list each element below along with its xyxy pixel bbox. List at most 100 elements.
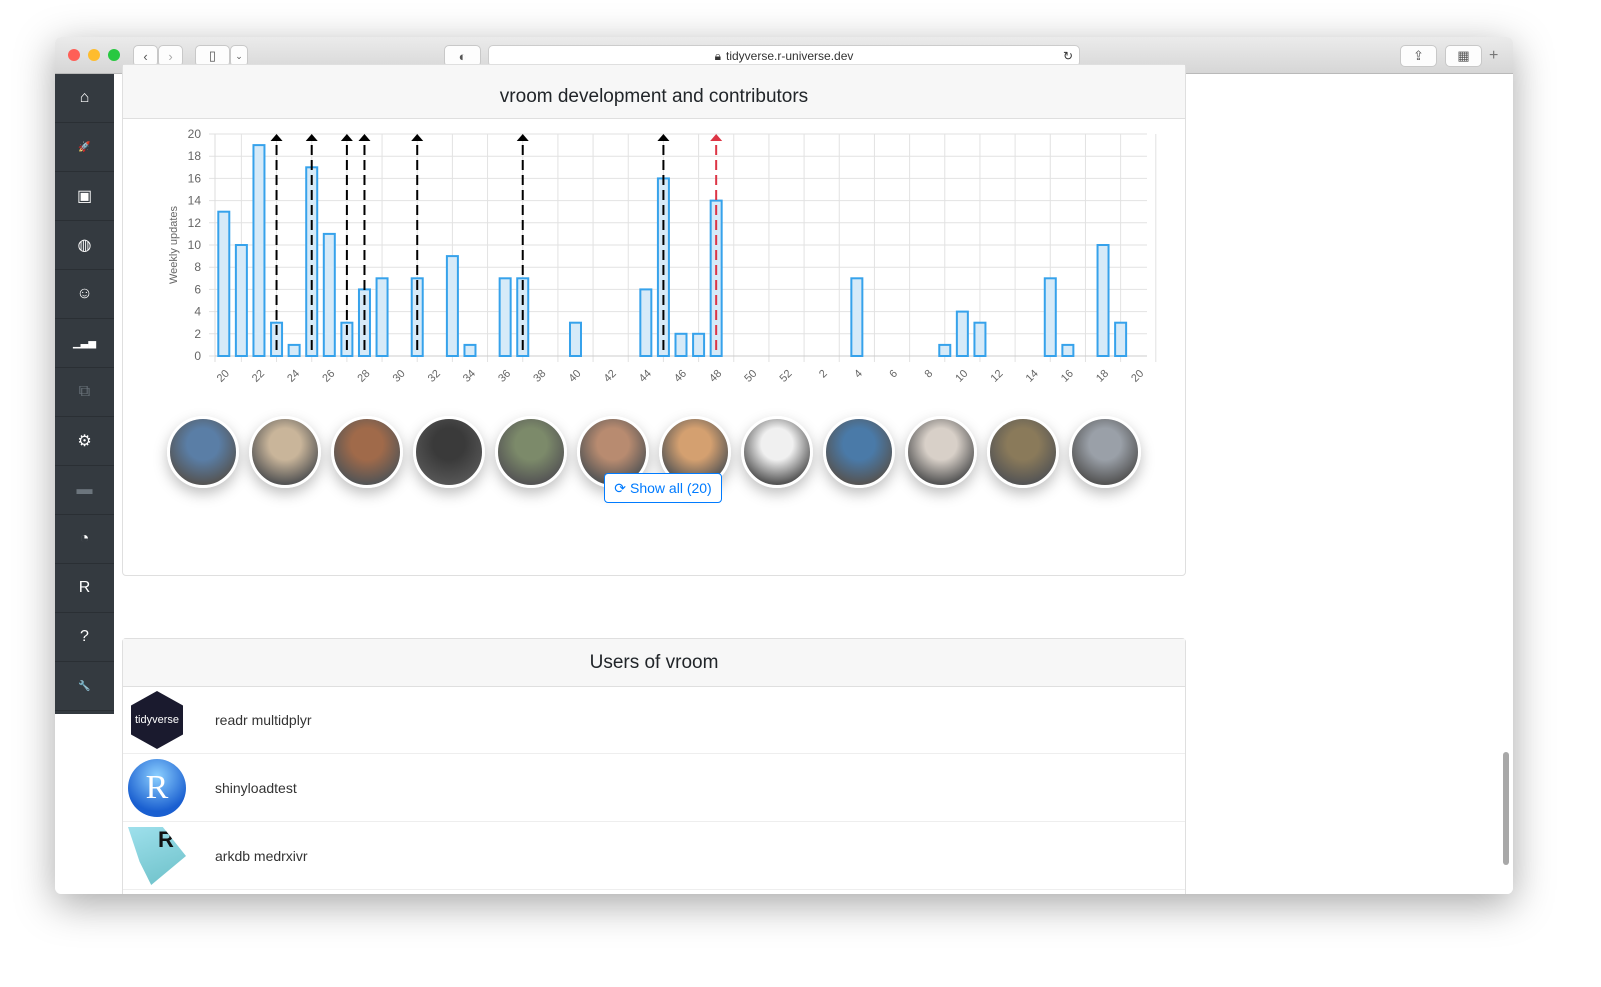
user-packages[interactable]: readr multidplyr bbox=[215, 712, 312, 728]
reload-icon[interactable]: ↻ bbox=[1062, 49, 1073, 63]
user-packages[interactable]: shinyloadtest bbox=[215, 780, 297, 796]
tab-overview-icon[interactable]: ▦ bbox=[1445, 45, 1482, 67]
address-bar[interactable]: 🔒︎ tidyverse.r-universe.dev ↻ bbox=[488, 45, 1080, 67]
contributor-avatar[interactable] bbox=[987, 416, 1059, 488]
y-tick-label: 8 bbox=[194, 260, 201, 274]
wrench-icon: 🔧 bbox=[78, 680, 91, 692]
bar bbox=[973, 321, 987, 357]
sidebar-item-chart-bar[interactable]: ▁▃▅ bbox=[55, 319, 114, 368]
x-tick-label: 26 bbox=[320, 368, 337, 385]
maximize-window-button[interactable] bbox=[108, 49, 120, 61]
y-tick-label: 16 bbox=[188, 171, 202, 185]
contributor-avatar[interactable] bbox=[905, 416, 977, 488]
contributor-avatar[interactable] bbox=[823, 416, 895, 488]
sidebar-item-user-astronaut[interactable]: ☺ bbox=[55, 270, 114, 319]
gear-icon: ⚙ bbox=[77, 433, 92, 450]
bar bbox=[1096, 244, 1110, 357]
bar bbox=[568, 321, 582, 357]
release-arrow-icon bbox=[305, 134, 318, 141]
contributor-avatar[interactable] bbox=[495, 416, 567, 488]
scrollbar[interactable] bbox=[1503, 752, 1509, 865]
bar bbox=[955, 310, 969, 358]
contributor-avatar[interactable] bbox=[167, 416, 239, 488]
release-arrow-icon bbox=[657, 134, 670, 141]
development-card-title: vroom development and contributors bbox=[123, 65, 1185, 119]
x-tick-label: 20 bbox=[1129, 368, 1146, 385]
y-tick-label: 14 bbox=[188, 194, 202, 208]
user-row[interactable]: treeio bbox=[123, 891, 1185, 894]
release-arrow-icon bbox=[270, 134, 283, 141]
x-tick-label: 14 bbox=[1024, 368, 1041, 385]
y-tick-label: 12 bbox=[188, 216, 202, 230]
question-icon: ? bbox=[80, 628, 89, 645]
contributor-avatar[interactable] bbox=[413, 416, 485, 488]
close-window-button[interactable] bbox=[68, 49, 80, 61]
sidebar-item-wrench[interactable]: 🔧 bbox=[55, 662, 114, 711]
sidebar-item-book[interactable]: ▣ bbox=[55, 172, 114, 221]
y-tick-label: 18 bbox=[188, 149, 202, 163]
x-tick-label: 10 bbox=[953, 368, 970, 385]
release-arrow-icon bbox=[710, 134, 723, 141]
y-tick-label: 4 bbox=[194, 305, 201, 319]
contributor-avatar[interactable] bbox=[1069, 416, 1141, 488]
user-packages[interactable]: arkdb medrxivr bbox=[215, 848, 308, 864]
sidebar-item-calendar[interactable]: ▬ bbox=[55, 466, 114, 515]
sidebar-item-question[interactable]: ? bbox=[55, 613, 114, 662]
ropensci-logo: R bbox=[127, 826, 187, 886]
x-tick-label: 32 bbox=[426, 368, 443, 385]
sidebar-item-rocket[interactable]: 🚀 bbox=[55, 123, 114, 172]
lock-icon: 🔒︎ bbox=[714, 48, 721, 63]
new-tab-icon[interactable]: + bbox=[1489, 47, 1499, 64]
x-tick-label: 22 bbox=[250, 368, 267, 385]
y-axis-label: Weekly updates bbox=[168, 205, 180, 284]
bar bbox=[217, 210, 231, 357]
bar bbox=[639, 288, 653, 357]
x-tick-label: 28 bbox=[355, 368, 372, 385]
show-all-label: Show all (20) bbox=[630, 480, 712, 496]
contributor-avatar[interactable] bbox=[249, 416, 321, 488]
tidyverse-logo: tidyverse bbox=[127, 690, 187, 750]
calendar-icon: ▬ bbox=[76, 481, 93, 498]
sidebar-item-gear[interactable]: ⚙ bbox=[55, 417, 114, 466]
bar bbox=[340, 321, 354, 357]
x-tick-label: 52 bbox=[777, 368, 794, 385]
browser-window: ‹ › ▯ ⌄ ◐ 🔒︎ tidyverse.r-universe.dev ↻ ⇪ … bbox=[55, 37, 1513, 894]
contributor-avatar[interactable] bbox=[741, 416, 813, 488]
bar bbox=[375, 277, 389, 357]
x-tick-label: 40 bbox=[566, 368, 583, 385]
bar bbox=[498, 277, 512, 357]
satellite-dish-icon: ◔ bbox=[79, 530, 90, 547]
sidebar-item-home[interactable]: ⌂ bbox=[55, 74, 114, 123]
x-tick-label: 4 bbox=[852, 368, 865, 381]
bar bbox=[692, 332, 706, 358]
chevron-down-icon[interactable]: ⌄ bbox=[230, 45, 248, 67]
sidebar-item-globe[interactable]: ◍ bbox=[55, 221, 114, 270]
book-icon: ▣ bbox=[76, 188, 93, 205]
bar bbox=[270, 321, 284, 357]
bar bbox=[234, 244, 248, 357]
x-tick-label: 48 bbox=[707, 368, 724, 385]
minimize-window-button[interactable] bbox=[88, 49, 100, 61]
share-icon[interactable]: ⇪ bbox=[1400, 45, 1437, 67]
x-tick-label: 34 bbox=[461, 368, 478, 385]
release-arrow-icon bbox=[516, 134, 529, 141]
release-arrow-icon bbox=[340, 134, 353, 141]
refresh-icon: ⟳ bbox=[614, 479, 627, 496]
show-all-contributors-button[interactable]: ⟳ Show all (20) bbox=[604, 473, 722, 503]
bar bbox=[1061, 343, 1075, 357]
x-tick-label: 24 bbox=[285, 368, 302, 385]
sidebar-item-r-project[interactable]: R bbox=[55, 564, 114, 613]
contributor-avatar[interactable] bbox=[331, 416, 403, 488]
x-tick-label: 38 bbox=[531, 368, 548, 385]
globe-icon: ◍ bbox=[77, 237, 92, 254]
user-row[interactable]: tidyverse readr multidplyr bbox=[123, 687, 1185, 754]
sidebar-item-project-diagram[interactable]: ⧉ bbox=[55, 368, 114, 417]
bar bbox=[850, 277, 864, 357]
x-tick-label: 44 bbox=[637, 368, 654, 385]
bar bbox=[252, 144, 266, 357]
sidebar-item-satellite-dish[interactable]: ◔ bbox=[55, 515, 114, 564]
forward-button[interactable]: › bbox=[158, 45, 183, 67]
